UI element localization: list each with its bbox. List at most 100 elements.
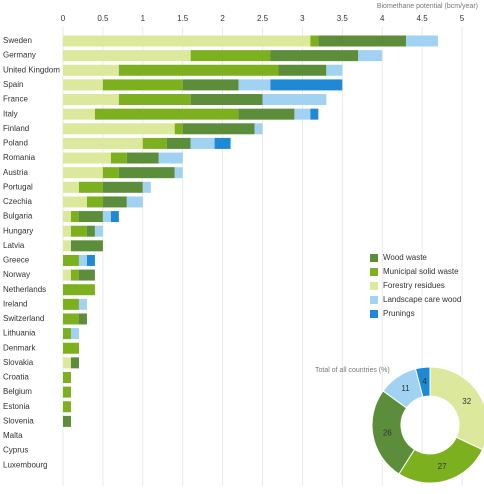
y-tick-label: Ireland — [3, 299, 27, 308]
x-tick-label: 1.5 — [177, 14, 189, 23]
y-tick-label: Netherlands — [3, 285, 46, 294]
bar-segment — [70, 240, 103, 252]
bar-segment — [70, 225, 87, 237]
bar-segment — [63, 328, 71, 340]
bar-segment — [63, 211, 71, 223]
bar-segment — [214, 137, 231, 149]
bar-segment — [406, 35, 439, 47]
bar-segment — [262, 94, 327, 106]
bar-segment — [63, 401, 71, 413]
legend-label: Prunings — [383, 309, 415, 318]
bar-segment — [102, 181, 143, 193]
bar-segment — [63, 167, 103, 179]
bar-segment — [190, 137, 215, 149]
x-tick-label: 4.5 — [417, 14, 429, 23]
bar-segment — [278, 64, 327, 76]
bar-segment — [63, 79, 103, 91]
bar-segment — [270, 79, 343, 91]
legend-label: Forestry residues — [383, 281, 445, 290]
y-tick-label: Norway — [3, 270, 30, 279]
y-tick-label: Slovenia — [3, 416, 34, 425]
bar-segment — [63, 342, 79, 354]
y-tick-label: Romania — [3, 153, 36, 162]
bar-segment — [78, 298, 87, 310]
bar-segment — [86, 225, 95, 237]
bar-segment — [254, 123, 263, 135]
bar-segment — [166, 137, 191, 149]
y-tick-label: France — [3, 95, 28, 104]
y-tick-label: Germany — [3, 51, 36, 60]
bar-segment — [63, 415, 71, 427]
x-tick-label: 2.5 — [257, 14, 269, 23]
x-tick-label: 1 — [141, 14, 146, 23]
bar-segment — [78, 181, 103, 193]
donut-slice — [414, 366, 431, 398]
bar-segment — [63, 313, 79, 325]
bar-segment — [63, 137, 143, 149]
bar-segment — [238, 108, 295, 120]
x-tick-label: 5 — [460, 14, 465, 23]
donut-label: 4 — [422, 377, 427, 386]
bar-segment — [63, 371, 71, 383]
y-tick-label: Denmark — [3, 343, 36, 352]
y-tick-label: Poland — [3, 139, 28, 148]
bar-segment — [63, 386, 71, 398]
bar-segment — [326, 64, 343, 76]
y-tick-label: Italy — [3, 109, 18, 118]
bar-segment — [318, 35, 407, 47]
y-tick-label: Greece — [3, 256, 30, 265]
bar-segment — [102, 211, 111, 223]
bar-segment — [70, 269, 79, 281]
bar-segment — [78, 313, 87, 325]
bar-segment — [310, 108, 319, 120]
donut-slice — [429, 366, 484, 451]
bar-segment — [63, 64, 119, 76]
donut-label: 27 — [438, 462, 447, 471]
x-tick-label: 4 — [380, 14, 385, 23]
bar-segment — [110, 211, 119, 223]
bar-segment — [63, 254, 79, 266]
bar-segment — [86, 196, 103, 208]
legend-label: Municipal solid waste — [383, 267, 459, 276]
x-tick-label: 0 — [61, 14, 66, 23]
y-tick-label: Luxembourg — [3, 460, 47, 469]
y-tick-label: Czechia — [3, 197, 32, 206]
bar-segment — [182, 79, 239, 91]
y-tick-label: Belgium — [3, 387, 32, 396]
bar-segment — [70, 211, 79, 223]
y-tick-label: Bulgaria — [3, 212, 33, 221]
bar-segment — [63, 357, 71, 369]
donut-title: Total of all countries (%) — [315, 367, 390, 374]
bar-segment — [126, 152, 159, 164]
bar-segment — [63, 94, 119, 106]
bar-segment — [94, 225, 103, 237]
x-tick-label: 2 — [220, 14, 225, 23]
legend-label: Landscape care wood — [383, 295, 461, 304]
bar-segment — [118, 94, 191, 106]
bar-segment — [78, 211, 103, 223]
legend-swatch — [370, 310, 378, 318]
bar-segment — [78, 269, 95, 281]
bar-segment — [174, 123, 183, 135]
bar-segment — [270, 50, 359, 62]
bar-segment — [358, 50, 383, 62]
bar-segment — [86, 254, 95, 266]
y-tick-label: Finland — [3, 124, 29, 133]
bar-segment — [63, 123, 175, 135]
bar-segment — [118, 64, 279, 76]
donut-label: 32 — [462, 397, 471, 406]
y-tick-label: Cyprus — [3, 446, 28, 455]
bar-segment — [102, 196, 127, 208]
y-tick-label: Slovakia — [3, 358, 34, 367]
bar-segment — [118, 167, 175, 179]
bar-segment — [190, 94, 263, 106]
donut-slice — [398, 436, 484, 484]
bar-segment — [310, 35, 319, 47]
bar-segment — [190, 50, 271, 62]
bar-segment — [63, 284, 95, 296]
legend-swatch — [370, 282, 378, 290]
bar-segment — [63, 298, 79, 310]
x-axis-title: Biomethane potential (bcm/year) — [377, 3, 478, 10]
bar-segment — [63, 50, 191, 62]
